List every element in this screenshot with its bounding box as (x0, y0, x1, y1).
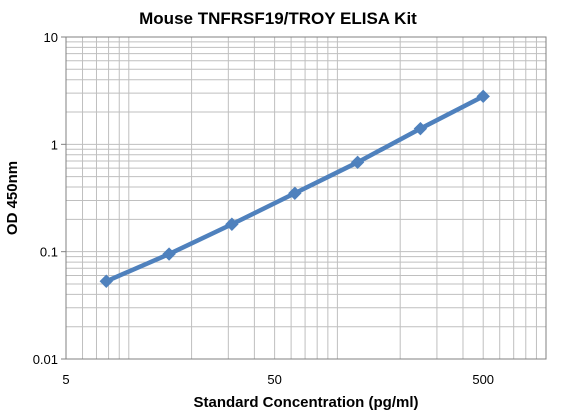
data-point-marker (350, 155, 365, 170)
plot-border (65, 36, 547, 360)
chart-title: Mouse TNFRSF19/TROY ELISA Kit (139, 9, 417, 28)
y-tick-label: 0.01 (33, 352, 58, 367)
y-tick-label: 1 (51, 137, 58, 152)
y-tick-labels: 0.01 0.1 1 10 (33, 30, 58, 367)
data-point-marker (99, 274, 113, 288)
y-tick-label: 0.1 (40, 245, 58, 260)
series-layer (99, 89, 490, 288)
x-tick-label: 5 (62, 372, 69, 387)
data-point-marker (288, 186, 302, 200)
data-point-marker (476, 89, 490, 104)
data-point-marker (225, 217, 239, 231)
x-tick-label: 50 (267, 372, 281, 387)
x-tick-labels: 5 50 500 (62, 372, 494, 387)
x-axis-label: Standard Concentration (pg/ml) (194, 394, 419, 411)
x-tick-label: 500 (472, 372, 494, 387)
plot-area (61, 36, 547, 360)
data-point-marker (413, 121, 428, 136)
y-tick-label: 10 (44, 30, 58, 45)
y-axis-label: OD 450nm (4, 161, 21, 235)
data-point-marker (162, 247, 176, 261)
